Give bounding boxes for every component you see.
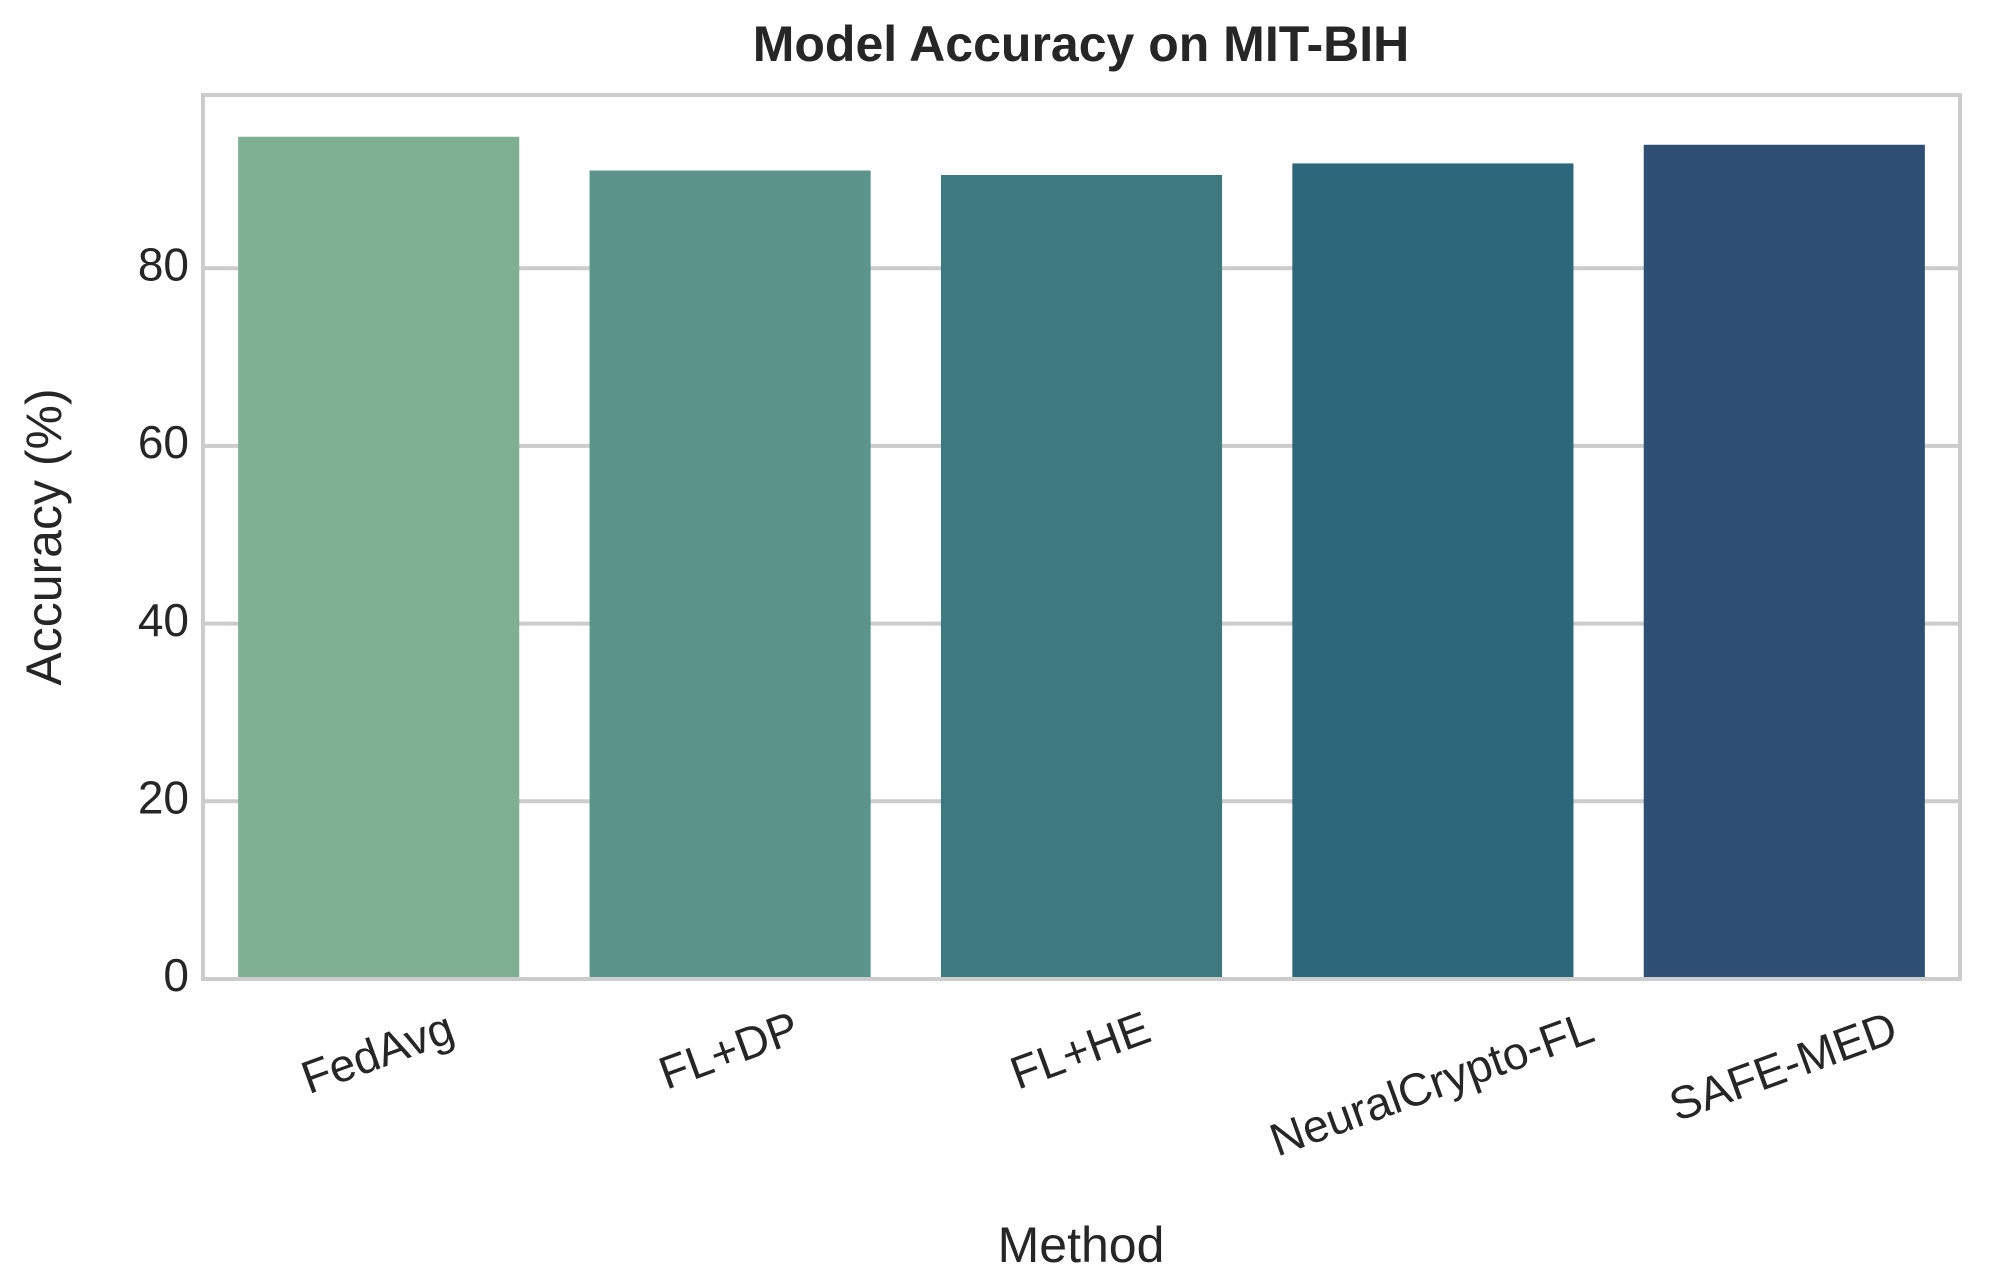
y-tick-label: 80 (138, 238, 189, 290)
chart-title: Model Accuracy on MIT-BIH (753, 16, 1410, 72)
plot-frame (201, 93, 1962, 981)
x-tick-label: SAFE-MED (1662, 1001, 1903, 1131)
y-tick-label: 60 (138, 416, 189, 468)
bar (589, 170, 871, 980)
y-tick-label: 40 (138, 594, 189, 646)
bar (238, 136, 520, 980)
y-axis-label: Accuracy (%) (16, 388, 72, 685)
x-axis-label: Method (998, 1217, 1165, 1273)
x-tick-label: NeuralCrypto-FL (1263, 1001, 1600, 1166)
bar (1292, 163, 1574, 980)
x-tick-label: FL+DP (652, 1001, 806, 1099)
y-tick-label: 20 (138, 771, 189, 823)
bar (1643, 144, 1925, 980)
y-tick-label: 0 (163, 949, 189, 1001)
bar (940, 174, 1223, 980)
x-tick-label: FedAvg (294, 1001, 460, 1104)
x-tick-label: FL+HE (1003, 1001, 1157, 1099)
